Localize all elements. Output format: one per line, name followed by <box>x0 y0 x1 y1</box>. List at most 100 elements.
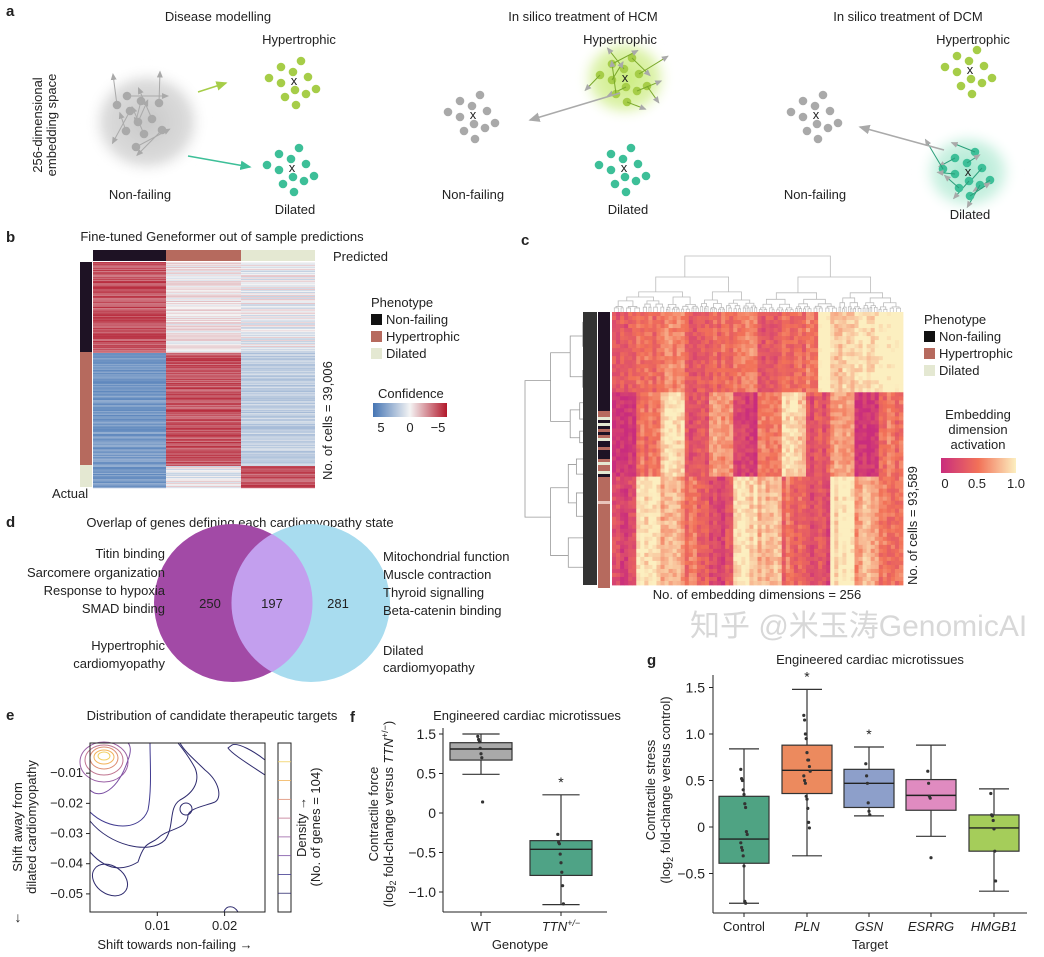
heatmap-row-cell <box>241 326 315 328</box>
heatmap-cell <box>797 356 803 361</box>
phenotype-cell <box>598 327 610 330</box>
heatmap-cell <box>700 464 706 469</box>
heatmap-cell <box>765 376 771 381</box>
heatmap-cell <box>660 476 665 482</box>
heatmap-cell <box>830 416 835 421</box>
heatmap-cell <box>616 332 621 337</box>
heatmap-cell <box>741 320 746 325</box>
heatmap-cell <box>636 404 641 409</box>
heatmap-cell <box>870 384 876 389</box>
heatmap-cell <box>741 396 746 401</box>
heatmap-cell <box>704 448 710 453</box>
heatmap-cell <box>672 444 678 449</box>
heatmap-cell <box>765 464 771 469</box>
heatmap-cell <box>652 340 657 345</box>
heatmap-cell <box>834 376 839 381</box>
heatmap-cell <box>834 316 839 321</box>
heatmap-cell <box>636 468 641 473</box>
heatmap-cell <box>753 364 758 369</box>
heatmap-cell <box>745 476 750 482</box>
heatmap-cell <box>797 444 803 449</box>
heatmap-cell <box>696 384 702 389</box>
heatmap-cell <box>624 332 629 337</box>
heatmap-cell <box>886 368 892 373</box>
heatmap-cell <box>793 344 799 349</box>
heatmap-cell <box>676 500 682 506</box>
heatmap-cell <box>692 356 698 361</box>
heatmap-cell <box>882 416 888 421</box>
phenotype-cell <box>598 432 610 435</box>
heatmap-cell <box>894 388 900 393</box>
heatmap-cell <box>765 372 771 377</box>
heatmap-cell <box>765 488 771 494</box>
heatmap-cell <box>660 384 665 389</box>
heatmap-cell <box>818 412 823 417</box>
heatmap-cell <box>652 444 657 449</box>
heatmap-cell <box>822 488 827 494</box>
heatmap-row-cell <box>241 268 315 270</box>
heatmap-cell <box>858 436 863 441</box>
heatmap-cell <box>810 380 815 385</box>
heatmap-cell <box>745 416 750 421</box>
heatmap-cell <box>696 376 702 381</box>
heatmap-cell <box>688 364 694 369</box>
heatmap-cell <box>870 464 876 469</box>
heatmap-cell <box>700 448 706 453</box>
heatmap-cell <box>660 420 665 425</box>
heatmap-cell <box>672 320 678 325</box>
heatmap-cell <box>818 316 823 321</box>
heatmap-cell <box>652 412 657 417</box>
heatmap-cell <box>898 432 904 437</box>
heatmap-cell <box>773 324 779 329</box>
heatmap-row-cell <box>241 331 315 333</box>
confidence-tick: 0 <box>406 420 413 435</box>
heatmap-row-cell <box>166 410 241 412</box>
heatmap-cell <box>898 328 904 333</box>
heatmap-cell <box>709 356 714 361</box>
heatmap-cell <box>781 352 787 357</box>
heatmap-cell <box>753 340 758 345</box>
heatmap-cell <box>737 496 742 502</box>
heatmap-cell <box>616 484 621 490</box>
heatmap-row-cell <box>93 478 166 480</box>
heatmap-cell <box>793 408 799 413</box>
heatmap-cell <box>761 388 766 393</box>
heatmap-cell <box>810 388 815 393</box>
heatmap-row-cell <box>241 368 315 370</box>
dendrogram-leaves <box>583 312 597 585</box>
heatmap-cell <box>789 456 795 461</box>
heatmap-row-cell <box>93 473 166 475</box>
heatmap-cell <box>680 320 686 325</box>
heatmap-cell <box>761 464 766 469</box>
heatmap-cell <box>749 408 754 413</box>
legend-swatch-hypertrophic <box>371 331 382 342</box>
heatmap-cell <box>757 324 762 329</box>
heatmap-row-cell <box>241 317 315 319</box>
heatmap-cell <box>700 396 706 401</box>
heatmap-cell <box>737 480 742 486</box>
heatmap-cell <box>644 496 649 502</box>
heatmap-row-cell <box>93 399 166 401</box>
heatmap-cell <box>886 408 892 413</box>
heatmap-row-cell <box>166 420 241 422</box>
heatmap-cell <box>729 324 734 329</box>
heatmap-cell <box>628 436 633 441</box>
heatmap-cell <box>814 356 819 361</box>
heatmap-cell <box>713 464 718 469</box>
heatmap-cell <box>688 328 694 333</box>
heatmap-cell <box>741 352 746 357</box>
heatmap-cell <box>822 440 827 445</box>
heatmap-cell <box>838 388 843 393</box>
heatmap-cell <box>761 460 766 465</box>
heatmap-cell <box>854 456 859 461</box>
dendrogram-branch <box>797 276 872 293</box>
phenotype-cell <box>598 534 610 537</box>
heatmap-cell <box>874 444 880 449</box>
heatmap-cell <box>741 428 746 433</box>
heatmap-cell <box>700 336 706 341</box>
heatmap-cell <box>878 324 884 329</box>
heatmap-cell <box>680 432 686 437</box>
heatmap-cell <box>672 496 678 502</box>
heatmap-cell <box>773 380 779 385</box>
heatmap-row-cell <box>241 370 315 372</box>
